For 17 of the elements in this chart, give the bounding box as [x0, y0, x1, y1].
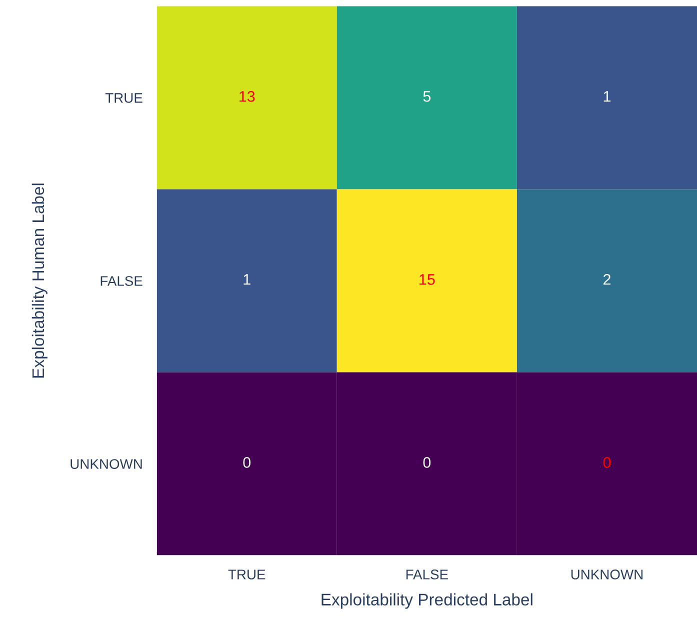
data-label: 0 — [243, 457, 251, 468]
data-label: 1 — [604, 91, 610, 102]
data-label: 0 — [603, 457, 611, 468]
data-label: 13 — [240, 90, 255, 102]
x-tick-label: TRUE — [228, 570, 266, 580]
data-label: 15 — [420, 274, 435, 285]
x-tick-label: UNKNOWN — [571, 570, 642, 580]
data-label: 1 — [244, 274, 250, 285]
data-label: 5 — [423, 91, 431, 102]
y-axis-title: Exploitability Human Label — [32, 184, 48, 378]
y-tick-label: TRUE — [105, 93, 142, 103]
y-tick-label: UNKNOWN — [70, 459, 142, 469]
data-label: 0 — [423, 457, 431, 468]
y-tick-label: FALSE — [100, 276, 142, 286]
data-label: 2 — [603, 274, 610, 285]
x-tick-label: FALSE — [406, 570, 448, 580]
x-axis-title: Exploitability Predicted Label — [322, 593, 532, 609]
